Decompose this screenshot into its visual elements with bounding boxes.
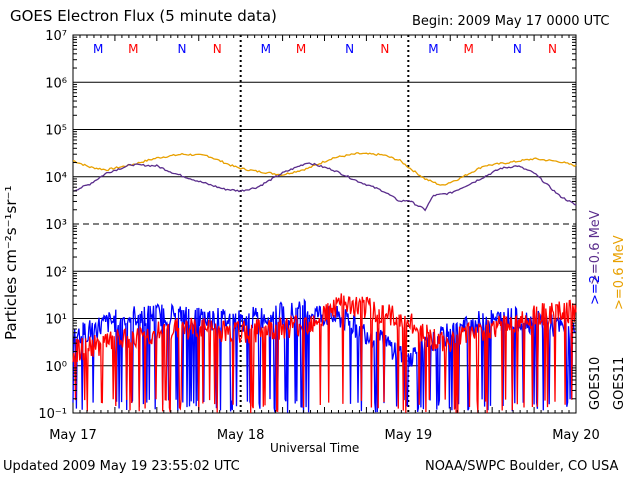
begin-timestamp: Begin: 2009 May 17 0000 UTC: [412, 14, 610, 29]
y-tick-label: 10⁷: [45, 29, 67, 44]
x-tick-label: May 18: [217, 428, 265, 443]
y-tick-label: 10¹: [45, 313, 67, 328]
legend-goes10-high: >=2: [588, 274, 603, 305]
x-tick-label: May 20: [552, 428, 600, 443]
y-tick-label: 10⁶: [45, 76, 67, 91]
marker-label: N: [513, 42, 522, 56]
legend-goes10: GOES10: [588, 356, 603, 410]
marker-label: N: [380, 42, 389, 56]
x-tick-label: May 19: [385, 428, 433, 443]
series-line-3: [72, 293, 577, 413]
marker-label: N: [548, 42, 557, 56]
updated-timestamp: Updated 2009 May 19 23:55:02 UTC: [3, 459, 240, 474]
marker-label: M: [93, 42, 103, 56]
series-line-0: [72, 152, 577, 186]
y-tick-label: 10³: [45, 218, 67, 233]
y-tick-label: 10⁵: [45, 124, 67, 139]
x-tick-label: May 17: [49, 428, 97, 443]
y-axis-label: Particles cm⁻²s⁻¹sr⁻¹: [2, 185, 20, 340]
marker-label: M: [296, 42, 306, 56]
legend-goes11-low: >=0.6 MeV: [612, 235, 627, 310]
y-tick-label: 10²: [45, 265, 67, 280]
y-tick-label: 10⁻¹: [38, 407, 67, 422]
marker-label: M: [261, 42, 271, 56]
y-tick-label: 10⁴: [45, 171, 67, 186]
marker-label: N: [177, 42, 186, 56]
legend-goes10-low: >=0.6 MeV: [588, 210, 603, 285]
marker-label: M: [464, 42, 474, 56]
credit-text: NOAA/SWPC Boulder, CO USA: [425, 459, 619, 474]
marker-label: N: [345, 42, 354, 56]
marker-label: M: [128, 42, 138, 56]
chart-title: GOES Electron Flux (5 minute data): [10, 7, 277, 25]
marker-label: M: [428, 42, 438, 56]
series-line-1: [72, 162, 577, 212]
marker-label: N: [213, 42, 222, 56]
legend-goes11: GOES11: [612, 356, 627, 410]
y-tick-label: 10⁰: [45, 360, 67, 375]
x-axis-label: Universal Time: [270, 441, 360, 455]
